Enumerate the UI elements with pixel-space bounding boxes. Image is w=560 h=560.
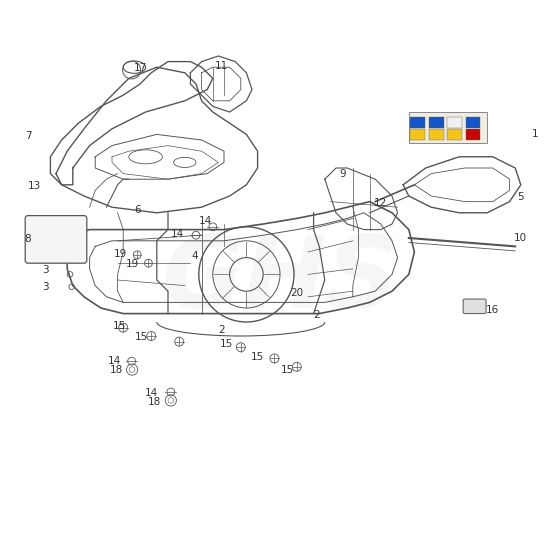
Bar: [409, 112, 487, 143]
Bar: [429, 117, 444, 128]
Bar: [466, 117, 480, 128]
FancyBboxPatch shape: [25, 216, 87, 263]
Text: 2: 2: [313, 310, 320, 320]
Text: 16: 16: [486, 305, 500, 315]
Text: 9: 9: [339, 169, 346, 179]
Text: 18: 18: [147, 397, 161, 407]
Text: 14: 14: [108, 356, 122, 366]
FancyBboxPatch shape: [463, 299, 486, 314]
Text: 17: 17: [133, 63, 147, 73]
Bar: [410, 117, 425, 128]
Text: 6: 6: [134, 205, 141, 215]
Text: 1: 1: [531, 129, 538, 139]
Text: 4: 4: [192, 251, 198, 261]
Bar: [447, 129, 462, 140]
Bar: [429, 129, 444, 140]
Text: 14: 14: [198, 216, 212, 226]
Bar: [410, 129, 425, 140]
Text: 20: 20: [290, 288, 304, 298]
Text: 18: 18: [110, 365, 123, 375]
Text: 11: 11: [214, 61, 228, 71]
Text: 15: 15: [113, 321, 126, 331]
Text: GHS: GHS: [161, 231, 399, 329]
Text: 2: 2: [218, 325, 225, 335]
Text: 7: 7: [25, 130, 31, 141]
Text: 15: 15: [251, 352, 264, 362]
Text: 3: 3: [43, 265, 49, 276]
Text: 10: 10: [514, 233, 528, 243]
Bar: [466, 129, 480, 140]
Text: 14: 14: [170, 228, 184, 239]
Text: 19: 19: [114, 249, 127, 259]
Text: 14: 14: [145, 388, 158, 398]
Text: 5: 5: [517, 192, 524, 202]
Text: 12: 12: [374, 198, 388, 208]
Text: 13: 13: [28, 181, 41, 191]
Text: 15: 15: [220, 339, 234, 349]
Text: 19: 19: [126, 259, 139, 269]
Text: 3: 3: [43, 282, 49, 292]
Text: 15: 15: [135, 332, 148, 342]
Text: 15: 15: [281, 365, 294, 375]
Bar: [447, 117, 462, 128]
Text: 8: 8: [25, 234, 31, 244]
